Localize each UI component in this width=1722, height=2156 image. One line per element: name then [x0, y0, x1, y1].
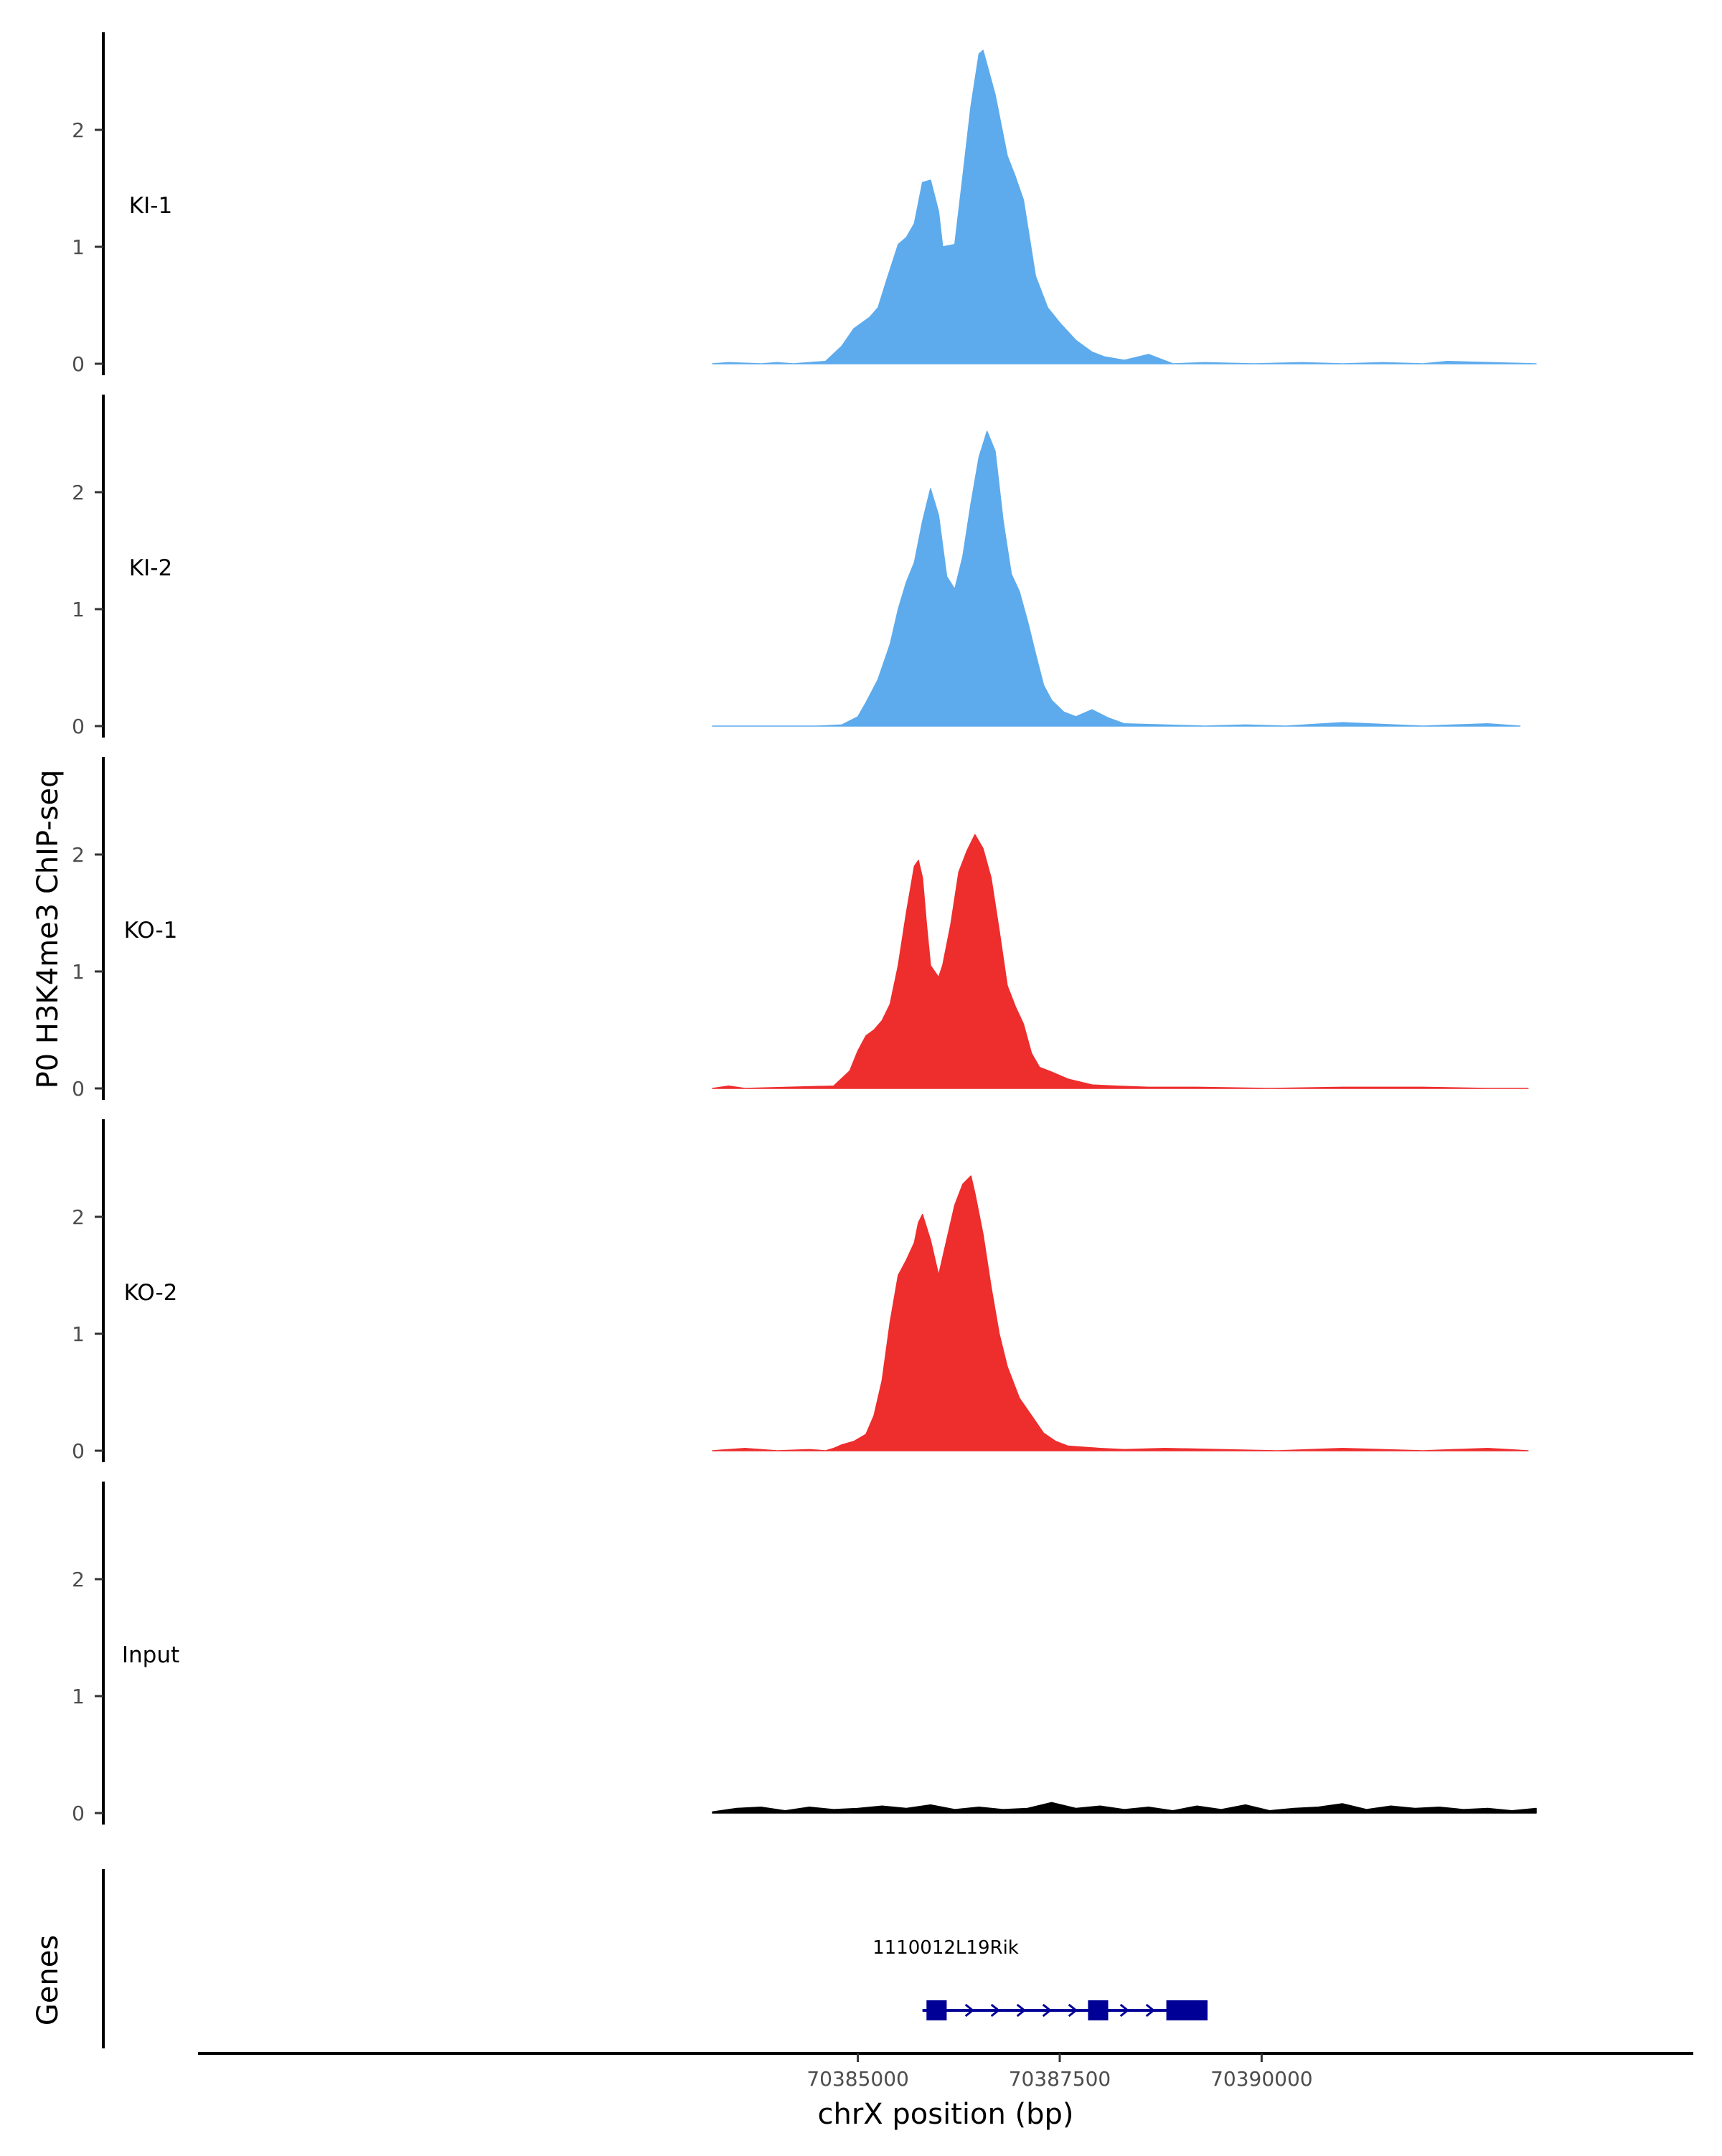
signal-area-ko-2 — [712, 1175, 1529, 1451]
strand-arrow — [990, 2003, 1001, 2018]
x-tick-label: 70387500 — [1009, 2067, 1111, 2091]
y-tick-label: 2 — [72, 1205, 85, 1229]
y-tick-label: 2 — [72, 843, 85, 867]
strand-arrow — [1042, 2003, 1053, 2018]
y-axis-title: P0 H3K4me3 ChIP-seq — [32, 770, 65, 1089]
y-tick-label: 0 — [72, 352, 85, 376]
signal-area-ki-2 — [712, 430, 1521, 727]
signal-area-input — [712, 1802, 1537, 1814]
track-input: 0 1 2 Input — [72, 1482, 1537, 1825]
track-label-ki-2: KI-2 — [129, 555, 172, 581]
strand-arrow — [1145, 2003, 1156, 2018]
genes-track-title: Genes — [32, 1935, 65, 2025]
y-tick-label: 0 — [72, 1802, 85, 1825]
track-ko-2: 0 1 2 KO-2 — [72, 1119, 1529, 1463]
x-axis: 70385000 70387500 70390000 — [198, 2052, 1693, 2091]
y-tick-label: 1 — [72, 960, 85, 984]
x-axis-title: chrX position (bp) — [817, 2098, 1073, 2131]
strand-arrow — [1119, 2003, 1130, 2018]
track-ko-1: 0 1 2 KO-1 — [72, 757, 1529, 1101]
gene-exon — [926, 2000, 947, 2020]
y-tick-label: 2 — [72, 481, 85, 504]
gene-exon — [1166, 2000, 1208, 2020]
x-tick-label: 70385000 — [806, 2067, 909, 2091]
y-tick-label: 1 — [72, 235, 85, 259]
track-label-ko-1: KO-1 — [124, 918, 178, 943]
y-tick-label: 0 — [72, 715, 85, 738]
track-ki-1: 0 1 2 KI-1 — [72, 32, 1537, 376]
signal-area-ki-1 — [712, 50, 1537, 364]
track-label-input: Input — [122, 1642, 179, 1668]
strand-arrow — [1016, 2003, 1027, 2018]
y-tick-label: 1 — [72, 1685, 85, 1708]
signal-area-ko-1 — [712, 834, 1529, 1089]
strand-arrow — [964, 2003, 975, 2018]
y-tick-label: 0 — [72, 1077, 85, 1101]
y-tick-label: 0 — [72, 1439, 85, 1463]
gene-label: 1110012L19Rik — [872, 1937, 1019, 1959]
y-tick-label: 1 — [72, 1322, 85, 1346]
track-label-ki-1: KI-1 — [129, 193, 172, 219]
track-label-ko-2: KO-2 — [124, 1280, 178, 1306]
gene-exon — [1088, 2000, 1109, 2020]
y-tick-label: 2 — [72, 1568, 85, 1591]
x-tick-label: 70390000 — [1210, 2067, 1313, 2091]
y-tick-label: 2 — [72, 118, 85, 142]
strand-arrow — [1068, 2003, 1078, 2018]
y-tick-label: 1 — [72, 598, 85, 621]
gene-track — [102, 1869, 1208, 2048]
track-ki-2: 0 1 2 KI-2 — [72, 395, 1521, 738]
